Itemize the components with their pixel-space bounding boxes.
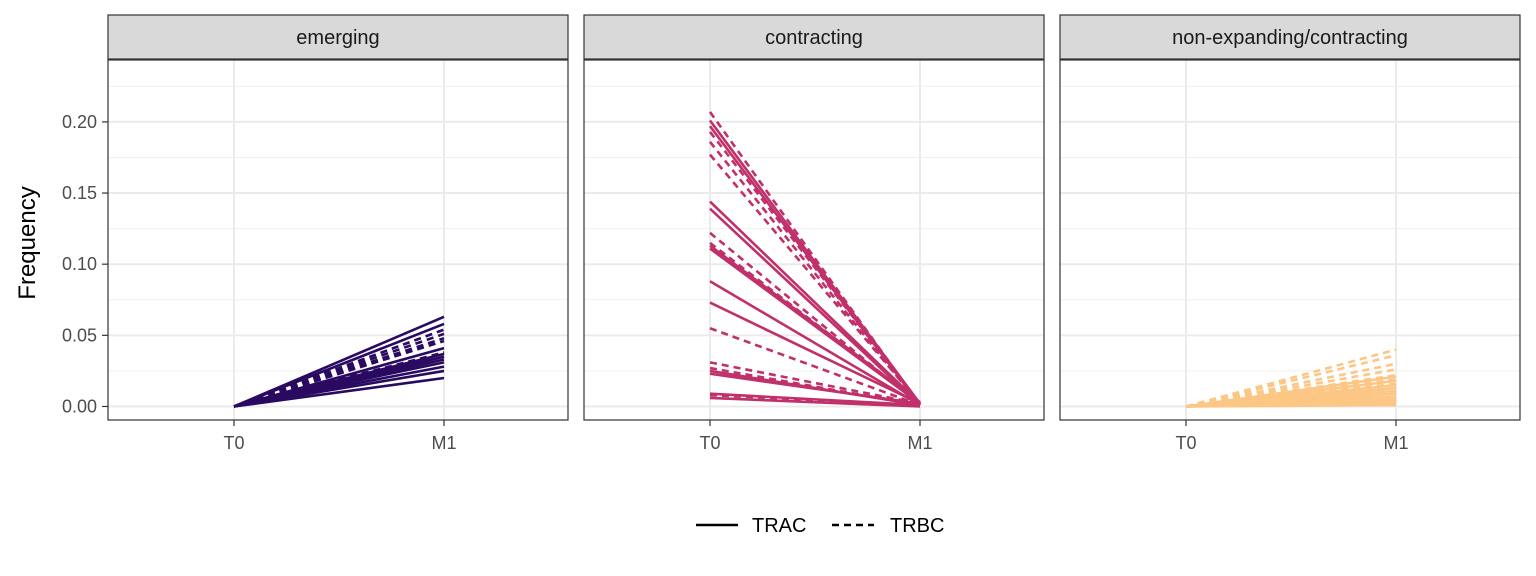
legend-label: TRBC: [890, 515, 944, 537]
series-line-trac: [709, 372, 921, 405]
facet-strip: [583, 14, 1045, 60]
plot-background: [1060, 60, 1520, 420]
x-tick-label: T0: [699, 433, 720, 453]
x-tick-label: M1: [1383, 433, 1408, 453]
panel-border: [107, 59, 569, 421]
series-group: [233, 315, 445, 408]
y-tick-label: 0.05: [62, 325, 97, 345]
series-line-trac: [709, 200, 921, 405]
series-line-trbc: [1185, 353, 1397, 408]
series-line-trac: [709, 392, 921, 407]
panel-border: [583, 59, 1045, 421]
series-line-trbc: [708, 111, 922, 406]
series-line-trac: [709, 207, 921, 407]
series-line-trbc: [708, 131, 922, 405]
series-line-trac: [233, 376, 445, 408]
series-line-trbc: [709, 327, 921, 407]
facet-strip-label: non-expanding/contracting: [1172, 27, 1408, 49]
legend-item-trbc: TRBC: [832, 515, 944, 537]
y-tick-label: 0.15: [62, 183, 97, 203]
series-line-trbc: [709, 231, 921, 407]
x-tick-label: M1: [907, 433, 932, 453]
plot-background: [108, 60, 568, 420]
series-line-trbc: [709, 241, 921, 405]
series-group: [708, 111, 922, 408]
series-line-trac: [709, 301, 921, 405]
series-line-trac: [708, 125, 922, 406]
series-line-trac: [709, 396, 921, 408]
facet-strip: [1059, 14, 1521, 60]
y-tick-label: 0.10: [62, 254, 97, 274]
y-tick-label: 0.20: [62, 112, 97, 132]
legend: TRAC TRBC: [696, 515, 944, 537]
legend-label: TRAC: [752, 515, 806, 537]
series-line-trbc: [709, 153, 921, 405]
plot-background: [584, 60, 1044, 420]
facet-strip-label: contracting: [765, 27, 863, 49]
series-line-trac: [1185, 403, 1397, 408]
x-tick-label: M1: [431, 433, 456, 453]
panel-non-expanding-contracting: non-expanding/contracting T0 M1: [1059, 14, 1521, 453]
x-tick-label: T0: [223, 433, 244, 453]
y-axis-title: Frequency: [14, 186, 41, 299]
legend-item-trac: TRAC: [696, 515, 806, 537]
series-line-trbc: [233, 339, 445, 408]
facet-strip-label: emerging: [296, 27, 379, 49]
panel-border: [1059, 59, 1521, 421]
series-line-trbc: [233, 351, 445, 408]
panel-emerging: emerging T0 M1: [107, 14, 569, 453]
facet-strip: [107, 14, 569, 60]
panel-contracting: contracting T0 M1: [583, 14, 1045, 453]
series-group: [1185, 348, 1397, 408]
y-tick-label: 0.00: [62, 396, 97, 416]
series-line-trac: [709, 280, 921, 407]
x-tick-label: T0: [1175, 433, 1196, 453]
y-axis: 0.00 0.05 0.10 0.15 0.20: [62, 112, 108, 416]
